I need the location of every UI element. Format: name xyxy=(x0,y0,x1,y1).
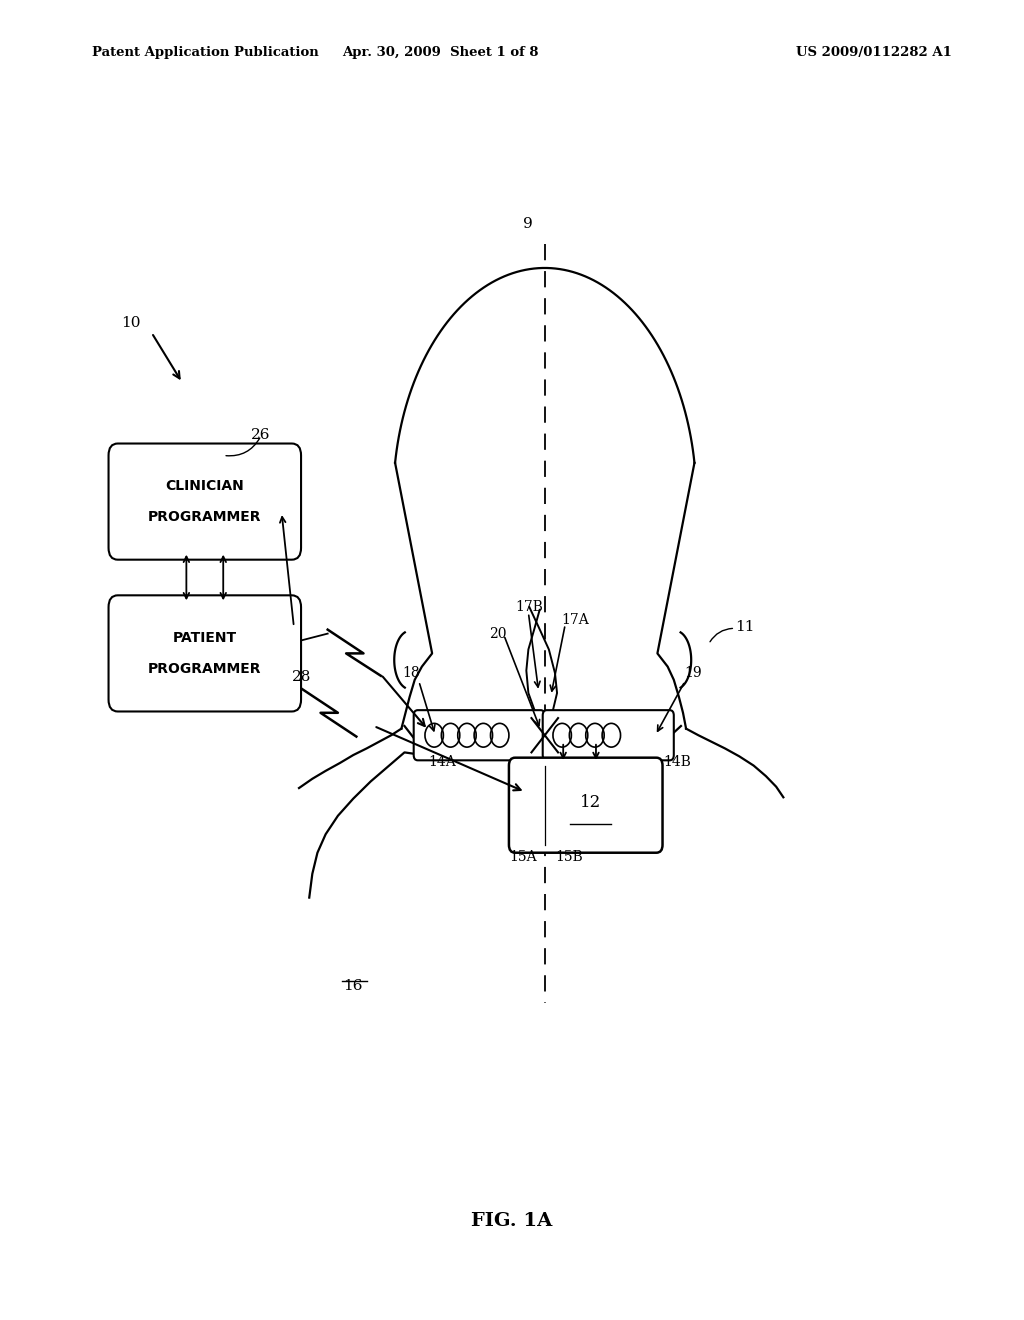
FancyBboxPatch shape xyxy=(414,710,545,760)
Text: 14A: 14A xyxy=(428,755,456,770)
Text: 10: 10 xyxy=(121,317,140,330)
Text: Patent Application Publication: Patent Application Publication xyxy=(92,46,318,59)
Text: 19: 19 xyxy=(684,667,701,680)
Text: 11: 11 xyxy=(735,620,755,634)
Text: PROGRAMMER: PROGRAMMER xyxy=(148,663,261,676)
Text: FIG. 1A: FIG. 1A xyxy=(471,1212,553,1230)
FancyBboxPatch shape xyxy=(509,758,663,853)
Text: 17A: 17A xyxy=(561,614,589,627)
Text: 15A: 15A xyxy=(509,850,537,865)
Text: PATIENT: PATIENT xyxy=(173,631,237,644)
Text: 16: 16 xyxy=(343,979,364,994)
Text: 12: 12 xyxy=(581,795,601,810)
Text: US 2009/0112282 A1: US 2009/0112282 A1 xyxy=(797,46,952,59)
Text: 20: 20 xyxy=(489,627,507,640)
FancyBboxPatch shape xyxy=(543,710,674,760)
Text: 9: 9 xyxy=(522,216,532,231)
Text: PROGRAMMER: PROGRAMMER xyxy=(148,511,261,524)
Text: 18: 18 xyxy=(402,667,420,680)
Text: 14B: 14B xyxy=(664,755,691,770)
Text: 26: 26 xyxy=(251,428,270,442)
Text: Apr. 30, 2009  Sheet 1 of 8: Apr. 30, 2009 Sheet 1 of 8 xyxy=(342,46,539,59)
FancyBboxPatch shape xyxy=(109,444,301,560)
Text: 28: 28 xyxy=(292,671,311,684)
Text: 15B: 15B xyxy=(555,850,583,865)
Text: CLINICIAN: CLINICIAN xyxy=(166,479,244,492)
FancyBboxPatch shape xyxy=(109,595,301,711)
Text: 17B: 17B xyxy=(515,601,543,614)
